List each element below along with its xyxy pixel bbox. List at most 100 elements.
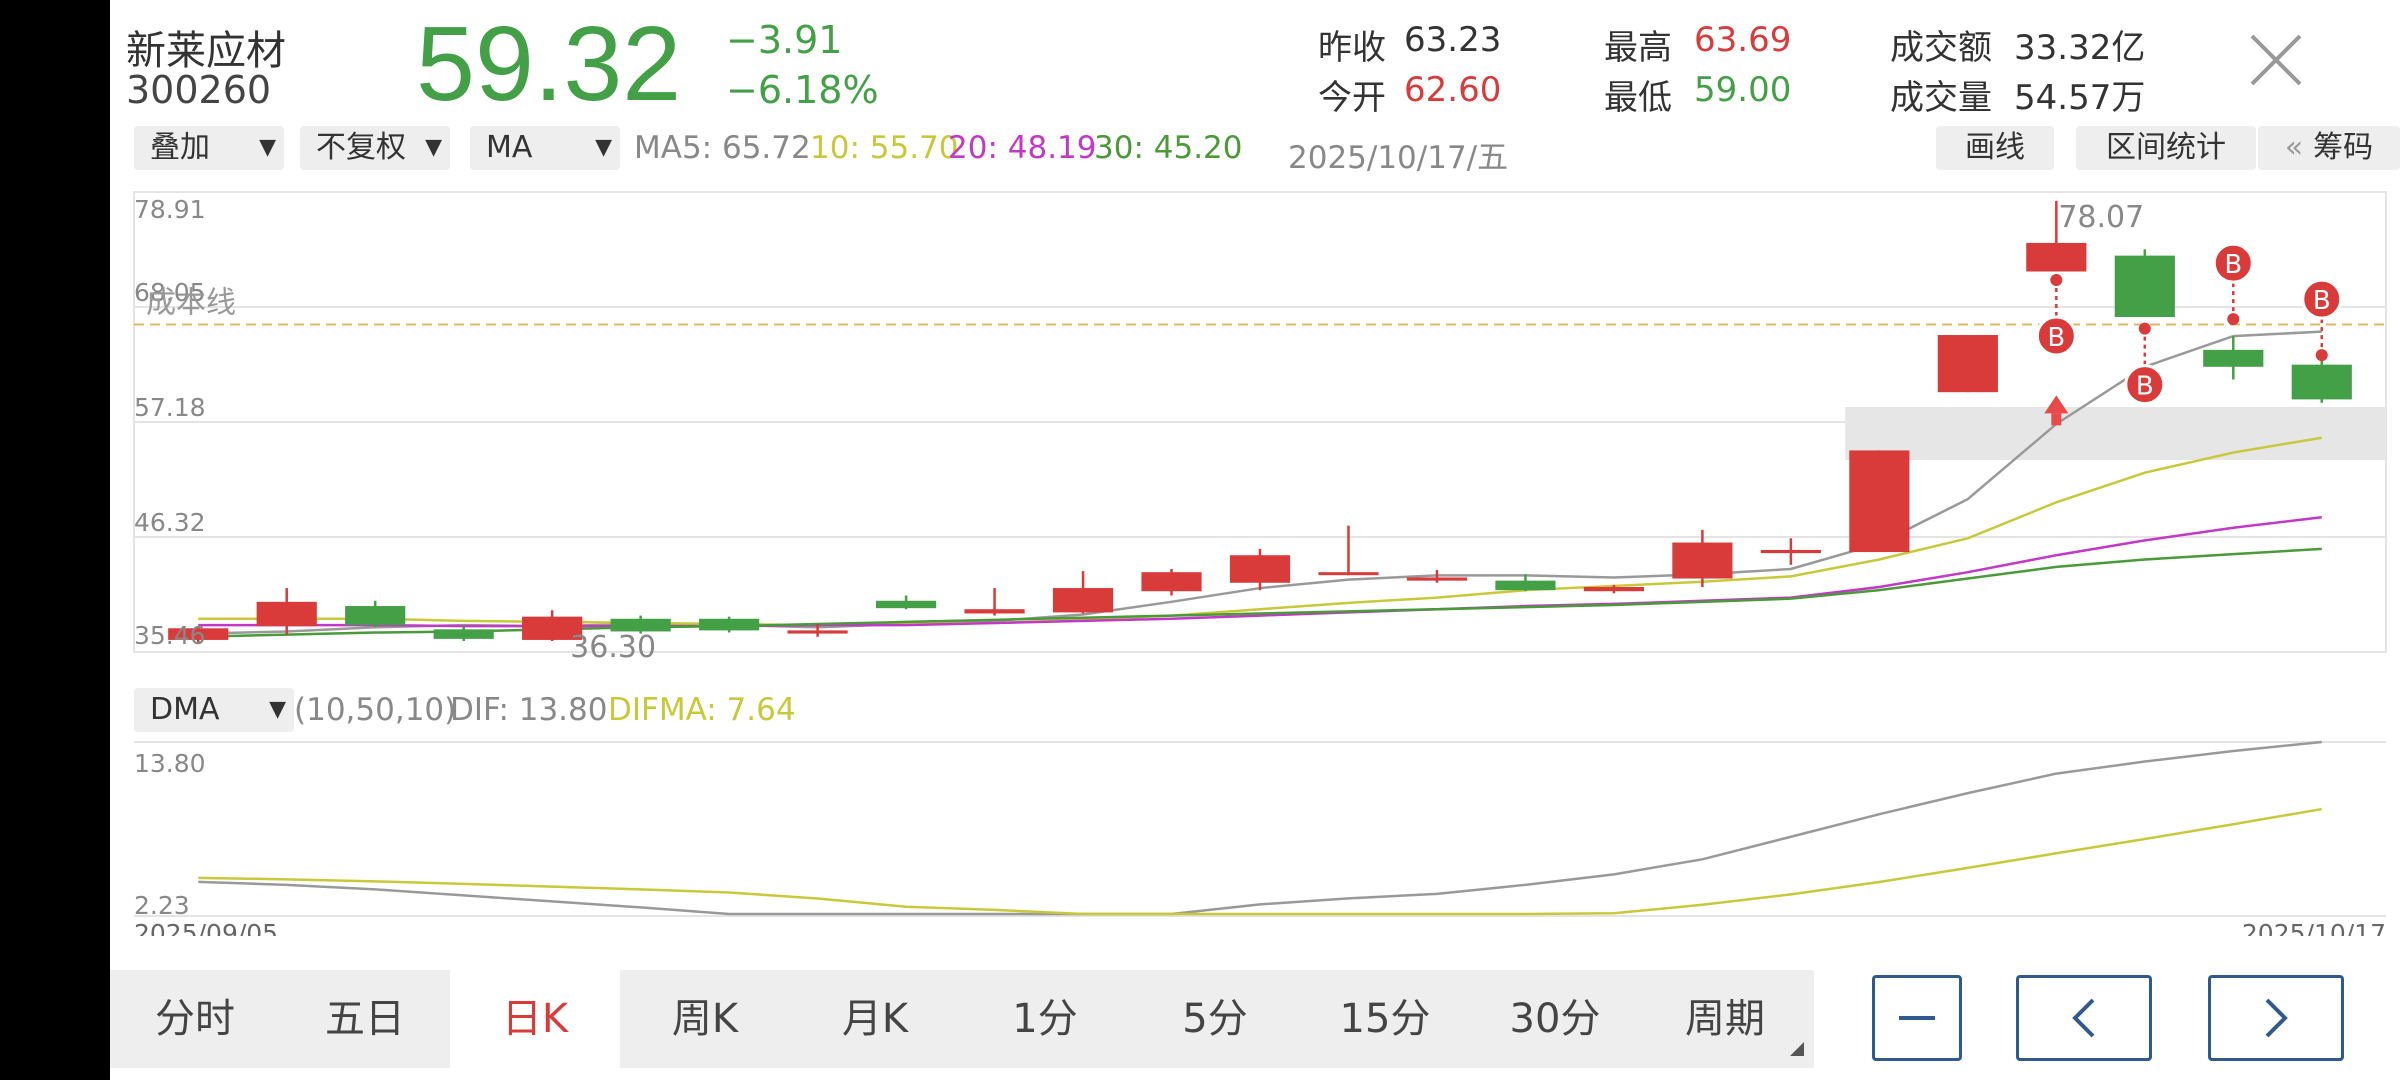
tab-9[interactable]: 周期: [1685, 996, 1765, 1042]
candle-body: [699, 618, 760, 631]
candle: [1495, 574, 1556, 592]
buy-marker: [2124, 364, 2166, 406]
candle-body: [168, 628, 229, 640]
high-label: 最高: [1604, 28, 1672, 68]
date-start: 2025/09/05: [134, 919, 278, 936]
candle: [787, 624, 848, 637]
y-axis-label: 68.05: [134, 278, 206, 307]
candle: [256, 588, 317, 635]
prev-close-label: 昨收: [1318, 28, 1386, 68]
candle-body: [875, 600, 937, 609]
candle-body: [1672, 542, 1733, 579]
buy-marker-label: B: [2136, 372, 2154, 402]
tab-8[interactable]: 30分: [1509, 996, 1601, 1042]
tab-1[interactable]: 五日: [325, 996, 405, 1042]
price-change-pct: −6.18%: [726, 68, 879, 112]
dma-y-min: 2.23: [134, 891, 190, 920]
tab-5[interactable]: 1分: [1012, 996, 1078, 1042]
current-price: 59.32: [416, 5, 682, 123]
low-value: 59.00: [1694, 70, 1792, 110]
stock-detail-screen: 新莱应材 300260 59.32 −3.91 −6.18% 昨收 63.23 …: [110, 0, 2400, 1080]
candle: [2291, 353, 2352, 403]
tab-2[interactable]: 日K: [450, 970, 620, 1068]
sub-indicator-dropdown[interactable]: DMA ▼: [134, 688, 294, 732]
minus-icon: [1899, 1016, 1935, 1020]
ma20-value: 20: 48.19: [948, 130, 1097, 166]
candle-body: [256, 601, 317, 627]
selection-band: [1845, 407, 2386, 460]
candle-body: [345, 606, 406, 626]
indicator-dropdown[interactable]: MA ▼: [470, 126, 620, 170]
candle-body: [787, 630, 848, 634]
close-icon[interactable]: [2246, 30, 2306, 90]
y-axis-label: 46.32: [134, 508, 206, 537]
candle: [168, 627, 229, 644]
difma-line: [198, 807, 2322, 916]
tab-0[interactable]: 分时: [155, 996, 235, 1042]
tab-6[interactable]: 5分: [1182, 996, 1248, 1042]
y-axis-label: 35.46: [134, 621, 206, 650]
caret-down-icon: ▼: [595, 135, 612, 160]
candle: [1406, 570, 1468, 583]
ma5-value: MA5: 65.72: [634, 130, 811, 166]
volume-value: 54.57万: [2014, 78, 2146, 118]
previous-button[interactable]: [2016, 975, 2152, 1061]
marker-dot: [2050, 273, 2063, 286]
candle: [1760, 538, 1821, 565]
range-stats-button[interactable]: 区间统计: [2076, 126, 2256, 170]
buy-marker: [2035, 315, 2077, 357]
candle: [1141, 568, 1202, 596]
candle-body: [1495, 580, 1556, 591]
candle: [1672, 529, 1733, 587]
candle-body: [1406, 577, 1468, 581]
candle-body: [1583, 586, 1645, 592]
chips-button[interactable]: « 筹码: [2258, 126, 2400, 170]
date-end: 2025/10/17: [2242, 919, 2386, 936]
stock-name: 新莱应材: [126, 28, 286, 74]
candle-body: [964, 609, 1025, 614]
ma-line-10: [198, 436, 2322, 627]
candle-body: [2026, 242, 2087, 272]
y-axis-label: 57.18: [134, 393, 206, 422]
adjust-dropdown[interactable]: 不复权 ▼: [300, 126, 450, 170]
buy-marker-label: B: [2313, 286, 2331, 316]
ma10-value: 10: 55.70: [810, 130, 959, 166]
tab-3[interactable]: 周K: [671, 996, 739, 1042]
zoom-out-button[interactable]: [1872, 975, 1962, 1061]
candle-body: [1318, 572, 1379, 576]
chevron-left-double-icon: «: [2284, 130, 2304, 165]
candle: [345, 600, 406, 628]
candle: [2114, 249, 2175, 318]
next-button[interactable]: [2208, 975, 2344, 1061]
chevron-left-icon: [2072, 998, 2095, 1038]
candle-body: [1937, 335, 1998, 393]
candle-body: [1141, 572, 1202, 592]
candle: [2026, 200, 2087, 272]
candle: [2203, 336, 2264, 380]
ma30-value: 30: 45.20: [1094, 130, 1243, 166]
arrow-up-icon: [2044, 395, 2069, 414]
draw-line-button[interactable]: 画线: [1936, 126, 2054, 170]
open-label: 今开: [1318, 78, 1386, 118]
candle-body: [1760, 549, 1821, 554]
low-price-label: 36.30: [570, 630, 656, 665]
tab-4[interactable]: 月K: [841, 996, 909, 1042]
buy-marker: [2301, 278, 2343, 320]
sub-indicator-label: DMA: [150, 692, 220, 727]
tab-7[interactable]: 15分: [1339, 996, 1431, 1042]
candle: [1937, 335, 1998, 393]
marker-dot: [2315, 349, 2328, 362]
candle: [699, 616, 760, 633]
open-value: 62.60: [1404, 70, 1502, 110]
overlay-dropdown[interactable]: 叠加 ▼: [134, 126, 284, 170]
candle-body: [1229, 555, 1291, 583]
candlestick-chart[interactable]: B B B B 78.91 68.05 57.18 46.32 35.46 成本线 78.07 36…: [110, 178, 2400, 686]
buy-marker: [2212, 242, 2254, 284]
candle: [433, 626, 494, 641]
amount-value: 33.32亿: [2014, 28, 2146, 68]
corner-triangle-icon: [1790, 1042, 1804, 1056]
candle: [964, 588, 1025, 616]
dif-value: DIF: 13.80: [450, 692, 608, 728]
amount-label: 成交额: [1890, 28, 1992, 68]
